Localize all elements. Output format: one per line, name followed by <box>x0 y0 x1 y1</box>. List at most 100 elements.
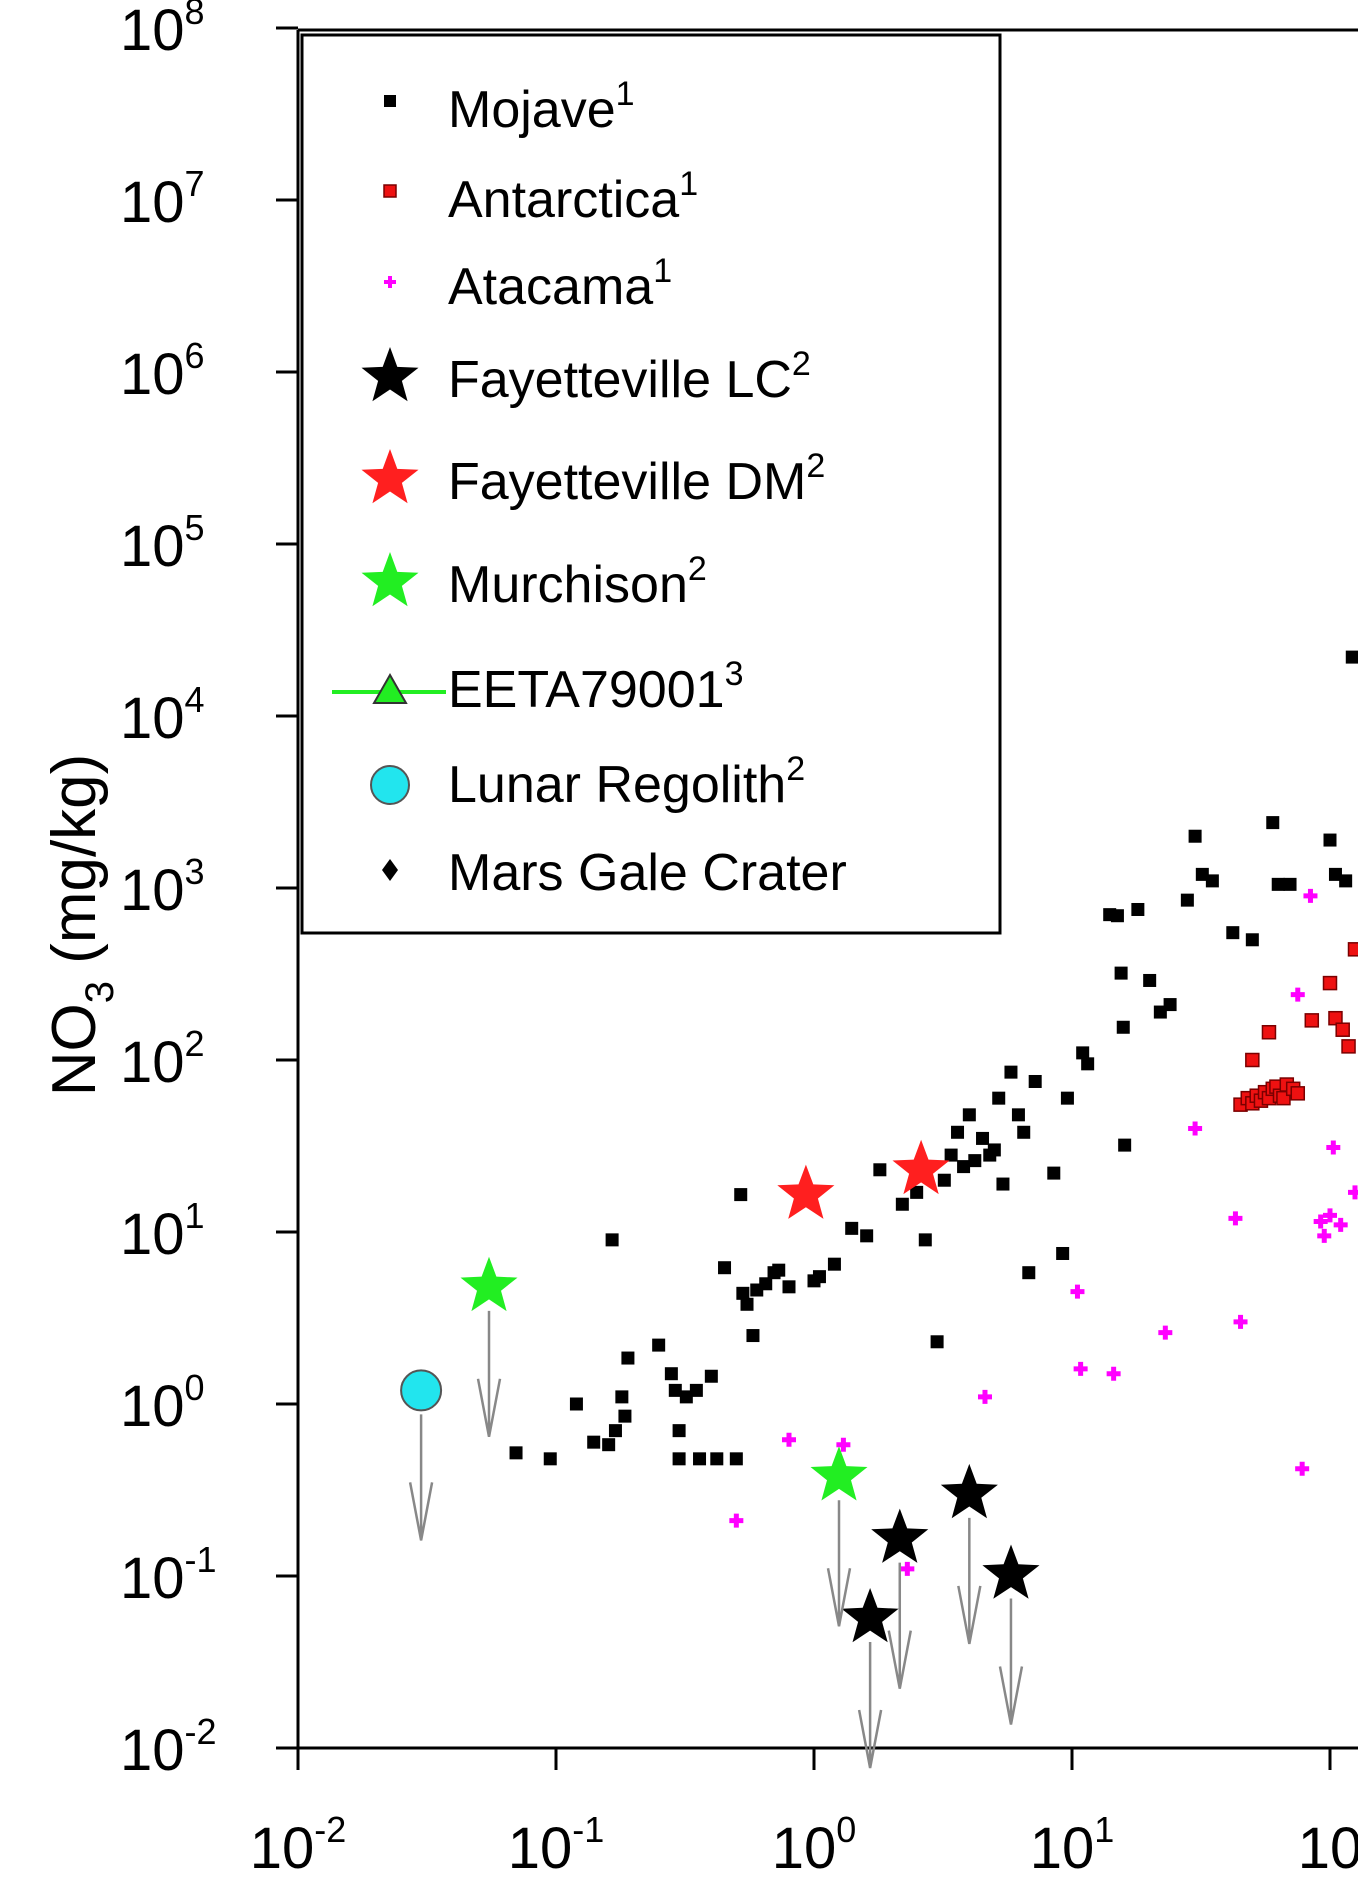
point-fay_lc <box>982 1544 1040 1599</box>
point-antarctica <box>1290 1086 1306 1101</box>
point-mojave <box>918 1233 932 1247</box>
point-mojave <box>746 1329 760 1343</box>
y-tick-exponent: 4 <box>185 679 205 720</box>
point-mojave <box>509 1446 523 1460</box>
x-tick-label: 10 <box>1298 1816 1358 1881</box>
point-mojave <box>615 1390 629 1404</box>
point-mojave <box>996 1177 1010 1191</box>
legend-label-text: Lunar Regolith <box>448 756 786 814</box>
point-murchison <box>810 1446 868 1501</box>
series-murchison <box>460 1256 868 1627</box>
legend-marker-eeta <box>372 672 408 704</box>
point-mojave <box>710 1452 724 1466</box>
y-tick-label: 104 <box>120 679 205 751</box>
y-tick-base: 10 <box>120 1030 185 1095</box>
point-antarctica <box>1304 1013 1320 1028</box>
y-tick-exponent: 2 <box>185 1023 205 1064</box>
x-axis-ticks: 10-2 10-1 100 101 10 <box>250 1748 1358 1881</box>
point-mojave <box>1180 893 1194 907</box>
x-tick-label: 101 <box>1030 1809 1115 1881</box>
point-mojave <box>1245 933 1259 947</box>
legend-item-fay_dm: Fayetteville DM2 <box>361 447 825 511</box>
legend-label-superscript: 1 <box>616 75 635 113</box>
y-tick-exponent: 1 <box>185 1195 205 1236</box>
point-mojave <box>1339 874 1353 888</box>
point-mojave <box>621 1351 635 1365</box>
point-atacama <box>1303 888 1318 903</box>
point-mojave <box>1011 1108 1025 1122</box>
legend-marker-murchison <box>361 552 419 607</box>
point-lunar <box>400 1369 443 1412</box>
point-mojave <box>860 1229 874 1243</box>
y-tick-base: 10 <box>120 686 185 751</box>
legend-label-superscript: 1 <box>653 252 672 290</box>
point-antarctica <box>1335 1022 1350 1037</box>
data-points <box>400 650 1358 1769</box>
point-mojave <box>976 1131 990 1145</box>
point-atacama <box>1070 1284 1085 1299</box>
point-atacama <box>836 1437 851 1452</box>
y-axis-label-base: NO <box>40 1003 109 1096</box>
point-mojave <box>827 1257 841 1271</box>
point-mojave <box>772 1263 786 1277</box>
x-tick-exponent: 1 <box>1094 1809 1114 1850</box>
point-mojave <box>1205 874 1219 888</box>
point-mojave <box>1114 966 1128 980</box>
y-tick-exponent: -2 <box>185 1711 217 1752</box>
series-fay_lc <box>841 1463 1040 1769</box>
x-tick-label: 10-2 <box>250 1809 347 1881</box>
point-mojave <box>1328 867 1342 881</box>
point-atacama <box>1188 1121 1203 1136</box>
y-tick-exponent: 6 <box>185 335 205 376</box>
point-mojave <box>602 1438 616 1452</box>
upper-limit-arrow <box>826 1500 852 1627</box>
point-mojave <box>812 1270 826 1284</box>
y-tick-label: 102 <box>120 1023 205 1095</box>
legend-label-text: Fayetteville LC <box>448 351 792 409</box>
y-tick-label: 10-2 <box>120 1711 217 1783</box>
point-mojave <box>1118 1138 1132 1152</box>
point-mojave <box>968 1154 982 1168</box>
point-fay_lc <box>841 1588 899 1643</box>
point-antarctica <box>1341 1039 1356 1054</box>
point-atacama <box>1333 1217 1348 1232</box>
point-atacama <box>1317 1228 1332 1243</box>
legend-item-murchison: Murchison2 <box>361 550 707 614</box>
point-mojave <box>618 1409 632 1423</box>
series-antarctica <box>1233 942 1358 1112</box>
point-atacama <box>900 1561 915 1576</box>
legend-label-antarctica: Antarctica1 <box>448 165 698 229</box>
legend-label-text: Mars Gale Crater <box>448 844 847 902</box>
point-mojave <box>740 1297 754 1311</box>
point-atacama <box>1326 1140 1341 1155</box>
point-mojave <box>1076 1046 1090 1060</box>
point-mojave <box>1143 973 1157 987</box>
point-atacama <box>781 1432 796 1447</box>
point-mojave <box>652 1338 666 1352</box>
legend-label-text: Fayetteville DM <box>448 453 806 511</box>
legend-label-fay_dm: Fayetteville DM2 <box>448 447 825 511</box>
point-atacama <box>1323 1208 1337 1223</box>
point-mojave <box>679 1390 693 1404</box>
point-mojave <box>736 1286 750 1300</box>
point-mojave <box>782 1280 796 1294</box>
y-tick-base: 10 <box>120 1546 185 1611</box>
point-mojave <box>569 1397 583 1411</box>
legend-label-superscript: 2 <box>688 550 707 588</box>
point-antarctica <box>1347 942 1358 957</box>
legend-label-murchison: Murchison2 <box>448 550 707 614</box>
point-mojave <box>1022 1266 1036 1280</box>
point-mojave <box>1056 1246 1070 1260</box>
point-mojave <box>1047 1166 1061 1180</box>
point-mojave <box>1271 877 1285 891</box>
point-mojave <box>718 1261 732 1275</box>
y-tick-base: 10 <box>120 514 185 579</box>
point-murchison <box>460 1256 518 1312</box>
y-tick-exponent: 0 <box>185 1367 205 1408</box>
legend-label-text: Antarctica <box>448 171 679 229</box>
legend-marker-atacama <box>384 276 396 288</box>
point-fay_dm <box>777 1164 835 1219</box>
point-mojave <box>873 1163 887 1177</box>
legend-label-text: Mojave <box>448 81 616 139</box>
